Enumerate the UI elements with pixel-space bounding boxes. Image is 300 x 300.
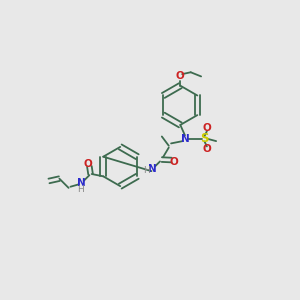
Text: O: O (84, 159, 93, 169)
Text: H: H (143, 166, 150, 175)
Text: H: H (77, 184, 84, 194)
Text: S: S (200, 132, 209, 145)
Text: O: O (169, 157, 178, 167)
Text: O: O (176, 71, 185, 81)
Text: N: N (148, 164, 157, 174)
Text: N: N (77, 178, 86, 188)
Text: O: O (202, 144, 211, 154)
Text: O: O (202, 123, 211, 134)
Text: N: N (181, 134, 189, 144)
